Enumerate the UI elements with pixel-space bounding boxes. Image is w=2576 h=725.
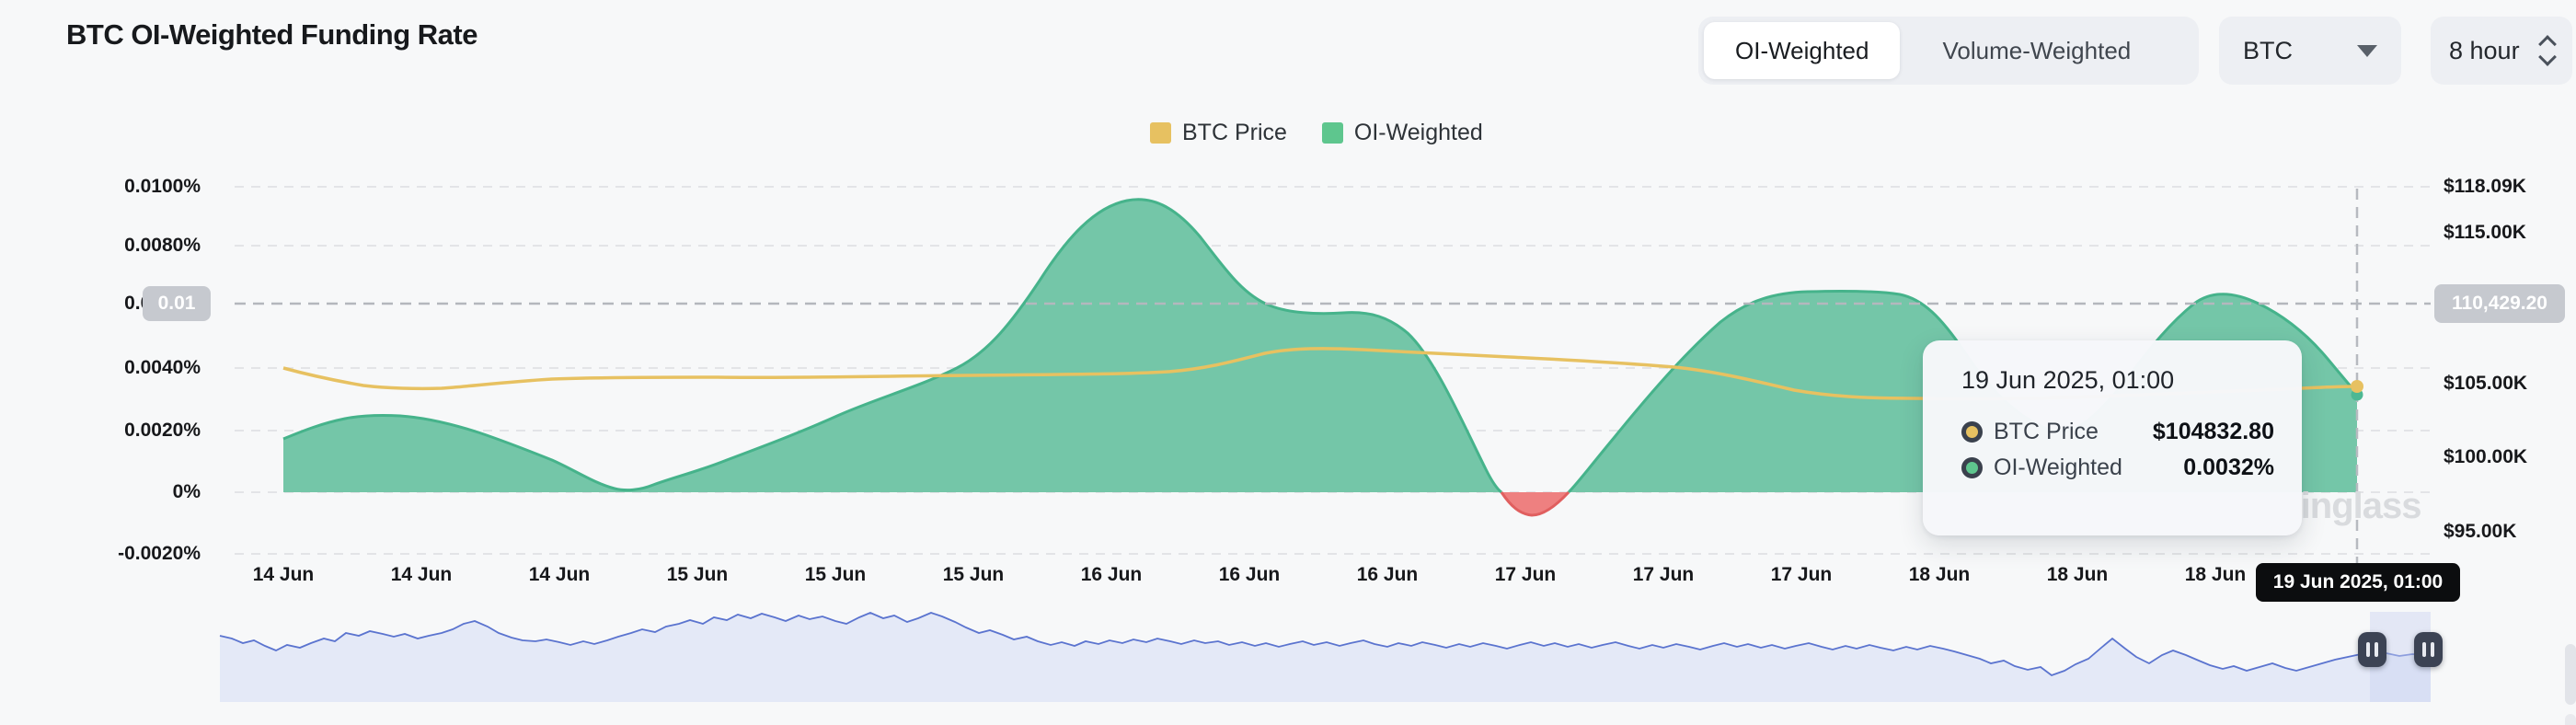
x-axis-tick: 18 Jun bbox=[2184, 564, 2247, 585]
oi-weighted-value: 0.0032% bbox=[2183, 455, 2274, 480]
x-axis-tick: 17 Jun bbox=[1632, 564, 1695, 585]
right-axis-crosshair-badge: 110,429.20 bbox=[2434, 284, 2565, 323]
btc-price-hover-dot bbox=[2351, 380, 2363, 393]
vertical-scrollbar[interactable] bbox=[2565, 644, 2576, 705]
btc-price-marker-icon bbox=[1961, 421, 1983, 443]
left-axis-tick: -0.0020% bbox=[118, 543, 201, 564]
x-axis-tick: 14 Jun bbox=[252, 564, 315, 585]
navigator[interactable] bbox=[219, 612, 2432, 702]
x-axis-tick: 17 Jun bbox=[1770, 564, 1833, 585]
navigator-handle-left[interactable] bbox=[2358, 632, 2386, 667]
negative-funding-stroke bbox=[1500, 490, 1570, 517]
x-axis-tick: 16 Jun bbox=[1080, 564, 1143, 585]
x-axis-tick: 16 Jun bbox=[1218, 564, 1281, 585]
tooltip-title: 19 Jun 2025, 01:00 bbox=[1961, 366, 2175, 394]
symbol-select-value: BTC bbox=[2243, 36, 2293, 64]
oi-weighted-swatch-icon bbox=[1321, 122, 1343, 144]
chart-legend: BTC Price OI-Weighted bbox=[1150, 120, 1483, 146]
chart-tooltip: 19 Jun 2025, 01:00 BTC Price $104832.80 … bbox=[1923, 340, 2302, 535]
x-axis-tick: 16 Jun bbox=[1356, 564, 1419, 585]
navigator-handle-right[interactable] bbox=[2414, 632, 2443, 667]
left-axis-tick: 0.0040% bbox=[124, 357, 201, 378]
tab-volume-weighted[interactable]: Volume-Weighted bbox=[1911, 22, 2162, 79]
left-axis-tick: 0.0100% bbox=[124, 176, 201, 197]
right-axis-tick: $118.09K bbox=[2444, 176, 2526, 197]
weighting-tabs: OI-Weighted Volume-Weighted bbox=[1698, 17, 2199, 85]
x-axis-tick: 17 Jun bbox=[1494, 564, 1557, 585]
x-axis-tick: 15 Jun bbox=[804, 564, 867, 585]
interval-select[interactable]: 8 hour bbox=[2431, 17, 2572, 85]
page-title: BTC OI-Weighted Funding Rate bbox=[66, 18, 477, 51]
interval-select-value: 8 hour bbox=[2449, 36, 2520, 64]
left-axis-tick: 0.0020% bbox=[124, 420, 201, 441]
x-axis-tick: 14 Jun bbox=[528, 564, 591, 585]
x-axis-tick: 14 Jun bbox=[390, 564, 453, 585]
symbol-select[interactable]: BTC bbox=[2219, 17, 2401, 85]
tab-oi-weighted[interactable]: OI-Weighted bbox=[1704, 22, 1901, 79]
btc-price-swatch-icon bbox=[1150, 122, 1171, 144]
navigator-line bbox=[219, 612, 2432, 677]
legend-item-oi-weighted[interactable]: OI-Weighted bbox=[1321, 120, 1483, 146]
legend-item-btc-price[interactable]: BTC Price bbox=[1150, 120, 1287, 146]
x-axis-tick: 18 Jun bbox=[1908, 564, 1971, 585]
right-axis-tick: $105.00K bbox=[2444, 373, 2528, 394]
tooltip-row-oi-weighted: OI-Weighted 0.0032% bbox=[1961, 455, 2274, 481]
right-axis-tick: $95.00K bbox=[2444, 521, 2517, 542]
navigator-area bbox=[220, 613, 2431, 702]
x-axis-tick: 15 Jun bbox=[942, 564, 1005, 585]
right-axis-tick: $100.00K bbox=[2444, 446, 2528, 467]
x-axis-tick: 18 Jun bbox=[2046, 564, 2109, 585]
x-axis-crosshair-badge: 19 Jun 2025, 01:00 bbox=[2256, 563, 2460, 602]
left-axis-crosshair-badge: 0.01 bbox=[143, 286, 211, 321]
crosshair bbox=[235, 189, 2431, 563]
x-axis-tick: 15 Jun bbox=[666, 564, 729, 585]
btc-price-value: $104832.80 bbox=[2152, 419, 2274, 444]
vertical-scrollbar-fragment bbox=[2565, 714, 2576, 725]
left-axis-tick: 0.0080% bbox=[124, 235, 201, 256]
tooltip-row-btc-price: BTC Price $104832.80 bbox=[1961, 419, 2274, 445]
left-axis-tick: 0% bbox=[172, 481, 201, 502]
right-axis-tick: $115.00K bbox=[2444, 222, 2526, 243]
oi-weighted-area bbox=[283, 199, 2357, 492]
oi-weighted-area-stroke-left bbox=[282, 198, 1502, 494]
chevron-down-icon bbox=[2357, 44, 2377, 57]
oi-weighted-marker-icon bbox=[1961, 457, 1983, 478]
